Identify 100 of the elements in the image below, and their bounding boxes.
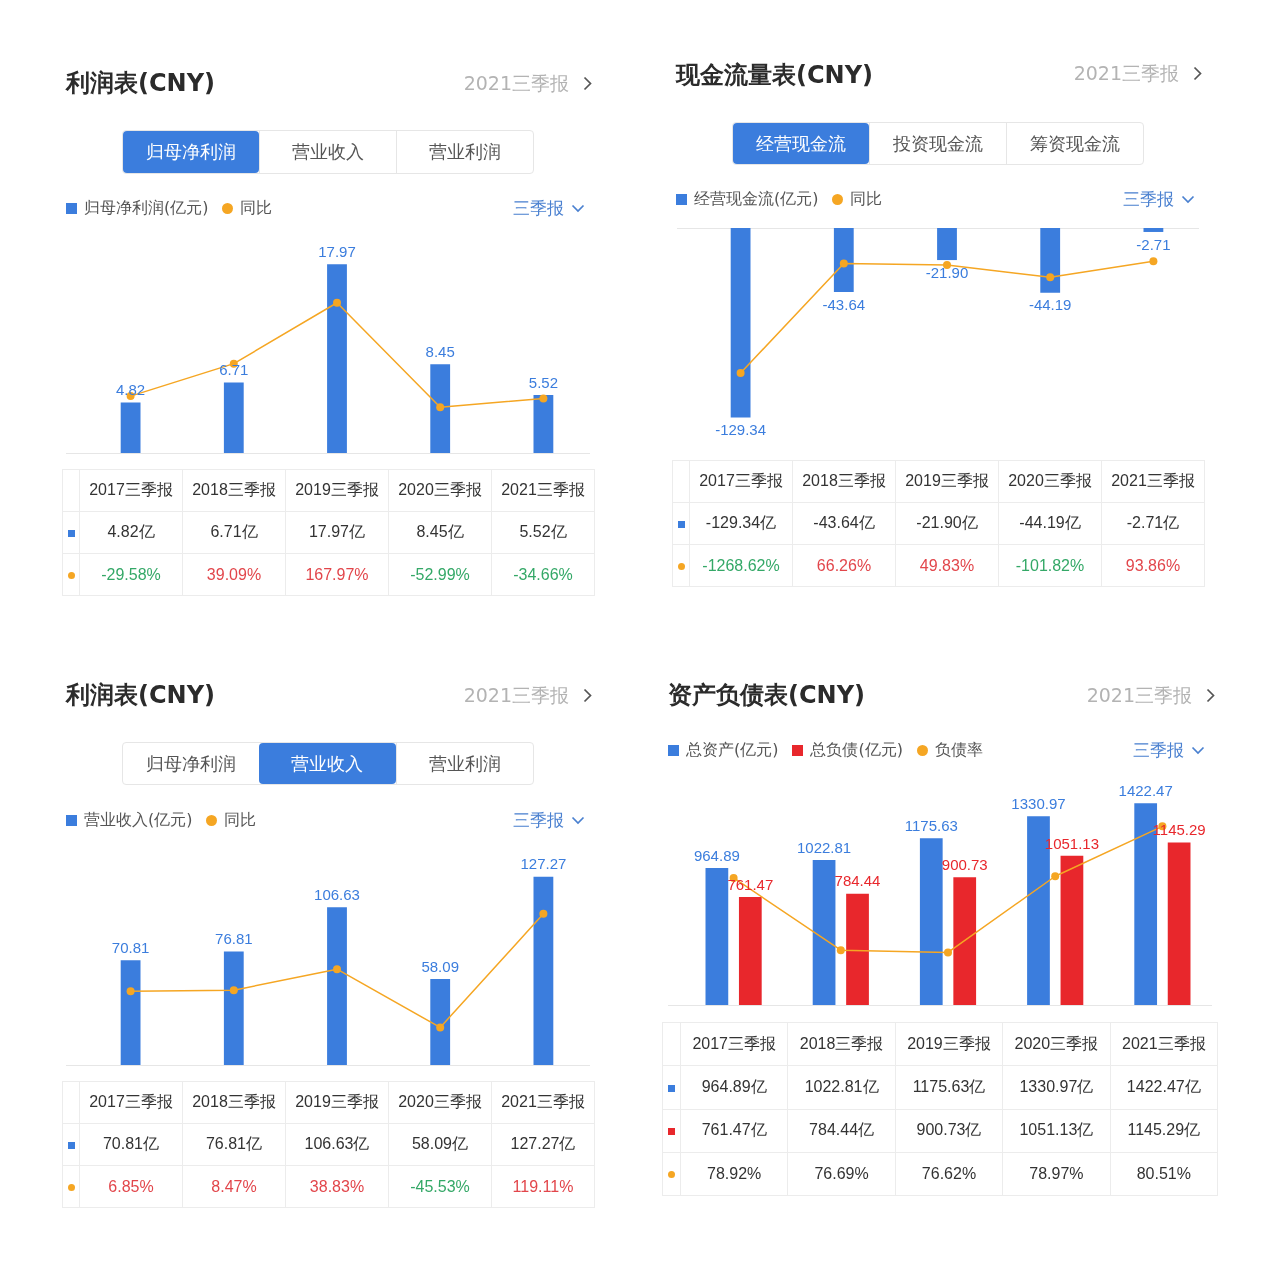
- bar: [533, 876, 554, 1065]
- tab-button[interactable]: 经营现金流: [733, 123, 869, 164]
- data-label: 8.45: [416, 523, 448, 540]
- x-tick-label: 2017三季报: [689, 460, 793, 503]
- point: [539, 394, 548, 403]
- x-tick-label: 2019三季报: [285, 1081, 389, 1124]
- text: 亿: [1077, 1077, 1094, 1095]
- text: 亿: [1163, 514, 1180, 531]
- point: [836, 946, 845, 955]
- chart-title: 现金流量表(CNY): [676, 60, 874, 90]
- text: 1422.47: [1118, 781, 1173, 799]
- data-label: -45.53%: [410, 1177, 470, 1195]
- text: 三季报: [513, 809, 564, 832]
- x-tick-label: 2018三季报: [792, 460, 896, 503]
- data-label: 76.62%: [921, 1165, 977, 1183]
- x-tick-label: 2018三季报: [182, 469, 286, 512]
- tab-button[interactable]: 投资现金流: [869, 123, 1006, 164]
- data-label: -44.19: [1019, 514, 1065, 531]
- data-label: -29.58%: [101, 565, 161, 583]
- point: [333, 965, 341, 974]
- point: [1149, 257, 1158, 266]
- data-label: 1022.81: [804, 1077, 863, 1095]
- text: 4.82: [116, 381, 146, 399]
- x-tick-label: 2020三季报: [388, 469, 492, 512]
- text: -129.34: [715, 421, 767, 439]
- chart-title: 资产负债表(CNY): [668, 680, 866, 710]
- tab-button[interactable]: 筹资现金流: [1006, 123, 1143, 164]
- data-label: 8.47%: [211, 1177, 257, 1195]
- point: [436, 1023, 445, 1032]
- x-tick-label: 2021三季报: [1110, 1022, 1218, 1066]
- text: 亿: [447, 523, 464, 540]
- legend-label: 同比: [240, 197, 273, 219]
- tab-button[interactable]: 营业收入: [259, 743, 396, 784]
- data-label: -21.90: [916, 514, 962, 531]
- tab-button[interactable]: 营业收入: [259, 131, 396, 173]
- text: -21.90: [925, 263, 969, 281]
- text: 127.27: [520, 855, 567, 873]
- text: 5.52: [528, 373, 558, 391]
- tab-button[interactable]: 营业利润: [395, 743, 533, 784]
- x-tick-label: 2017三季报: [680, 1022, 788, 1066]
- text: 亿: [961, 514, 978, 531]
- data-label: -101.82%: [1015, 556, 1085, 574]
- data-label: 39.09%: [206, 565, 262, 583]
- data-label: 76.81: [205, 1135, 247, 1152]
- text: 亿: [241, 523, 258, 540]
- data-label: 1422.47: [1126, 1077, 1185, 1095]
- text: 1330.97: [1011, 794, 1066, 812]
- text: 亿: [750, 1121, 767, 1139]
- legend-label: 营业收入(亿元): [84, 809, 193, 831]
- text: 亿: [969, 1077, 986, 1095]
- x-tick-label: 2019三季报: [285, 469, 389, 512]
- data-label: -1268.62%: [702, 556, 780, 574]
- data-label: 76.69%: [814, 1165, 869, 1183]
- bar: [327, 264, 347, 453]
- text: 三季报: [1123, 188, 1174, 211]
- data-label: 964.89: [701, 1077, 751, 1095]
- point: [736, 369, 745, 378]
- bar: [846, 893, 869, 1005]
- bar: [738, 896, 762, 1005]
- data-label: 80.51%: [1136, 1165, 1191, 1183]
- legend-label: 归母净利润(亿元): [84, 197, 209, 219]
- data-label: 784.44: [809, 1121, 859, 1139]
- legend-label: 同比: [850, 188, 883, 210]
- text: 亿: [353, 1135, 370, 1152]
- tab-button[interactable]: 营业利润: [396, 131, 533, 173]
- bar: [430, 364, 451, 453]
- chart-title: 利润表(CNY): [66, 68, 216, 98]
- text: 亿: [138, 523, 155, 540]
- data-label: -43.64: [813, 514, 859, 531]
- legend-label: 负债率: [934, 739, 983, 761]
- bar: [223, 951, 244, 1065]
- point: [1046, 273, 1055, 282]
- x-tick-label: 2017三季报: [79, 469, 183, 512]
- text: 76.81: [215, 930, 253, 948]
- text: 1175.63: [904, 816, 958, 834]
- legend-label: 经营现金流(亿元): [694, 188, 819, 210]
- x-tick-label: 2021三季报: [1101, 460, 1205, 503]
- tab-button[interactable]: 归母净利润: [123, 131, 259, 173]
- tab-button[interactable]: 归母净利润: [123, 743, 260, 784]
- data-label: 1051.13: [1019, 1121, 1078, 1139]
- chart-title: 利润表(CNY): [66, 680, 216, 710]
- bar: [919, 838, 943, 1005]
- bar: [120, 960, 141, 1065]
- bar: [533, 395, 554, 453]
- bar: [812, 859, 836, 1005]
- x-tick-label: 2020三季报: [388, 1081, 492, 1124]
- bar: [953, 877, 977, 1005]
- data-label: 49.83%: [919, 556, 975, 574]
- x-tick-label: 2018三季报: [182, 1081, 286, 1124]
- data-label: -2.71: [1126, 514, 1164, 531]
- text: 1022.81: [796, 838, 852, 856]
- data-label: 106.63: [304, 1135, 354, 1152]
- bar: [430, 979, 451, 1065]
- x-tick-label: 2021三季报: [491, 469, 595, 512]
- bar: [1167, 842, 1191, 1005]
- point: [1051, 872, 1060, 881]
- text: 6.71: [219, 361, 249, 379]
- x-tick-label: 2017三季报: [79, 1081, 183, 1124]
- text: 2021三季报: [1086, 683, 1192, 707]
- text: 亿: [143, 1135, 160, 1152]
